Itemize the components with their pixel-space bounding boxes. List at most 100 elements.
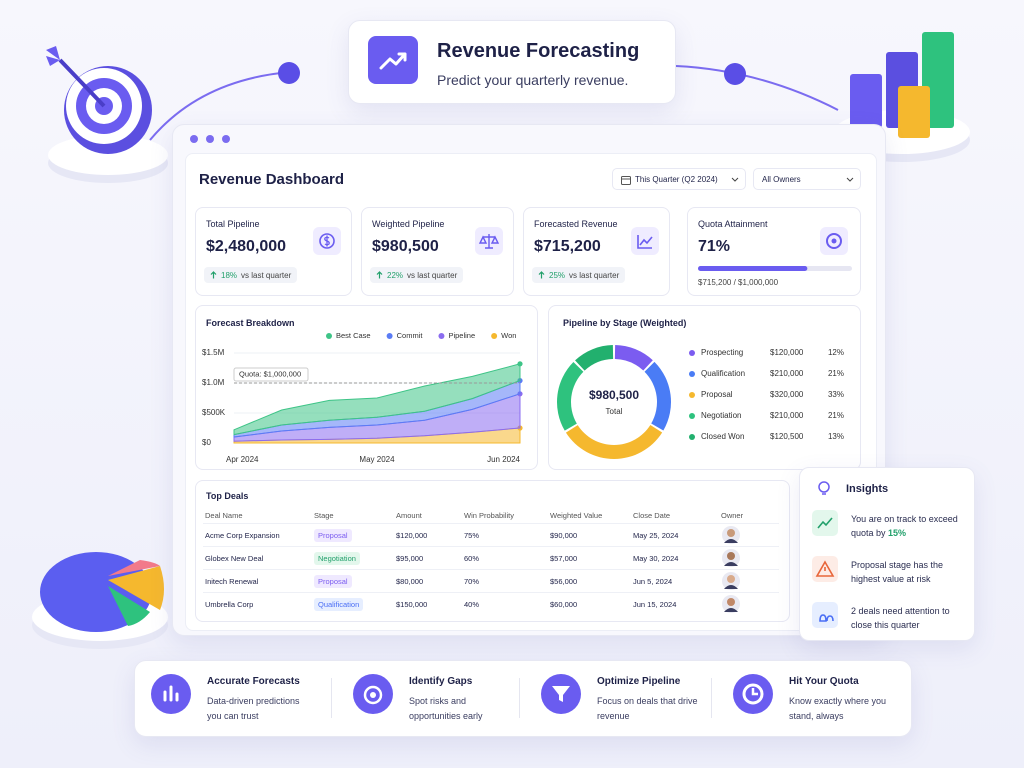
avatar-body (724, 562, 738, 566)
cell: $90,000 (550, 531, 578, 540)
arrow-shape (538, 271, 545, 279)
legend-value: $210,000 (770, 411, 804, 420)
insight-body: You are on track to exceed quota by (851, 514, 958, 538)
legend-swatch (689, 434, 695, 440)
donut-segment (565, 424, 663, 459)
icon-shape (819, 614, 834, 622)
up-arrow (376, 271, 383, 279)
up-arrow (210, 271, 217, 279)
legend-label: Qualification (701, 369, 745, 378)
cell: May 25, 2024 (633, 531, 679, 540)
chevron (731, 177, 739, 182)
filter-owner[interactable]: All Owners (753, 168, 861, 190)
dashboard-title: Revenue Dashboard (199, 171, 345, 188)
y-tick-label: $1.0M (202, 378, 225, 387)
change-value: 22% (387, 270, 404, 280)
donut-segment (575, 345, 614, 371)
column-header: Stage (314, 511, 334, 520)
forecast-chart: $0 $500K $1.0M $1.5M Apr 2024 May 2024 Jun 202… (202, 331, 523, 464)
cell: $150,000 (396, 600, 428, 609)
feature-divider (331, 678, 332, 718)
kpi-label: Weighted Pipeline (372, 219, 445, 229)
kpi-note: $715,200 / $1,000,000 (698, 278, 779, 287)
cell: 40% (464, 600, 480, 609)
insight-text: You are on track to exceed quota by 15% (851, 512, 963, 540)
change-value: 25% (549, 270, 566, 280)
cell: Globex New Deal (205, 554, 264, 563)
change-note: vs last quarter (407, 270, 458, 280)
quota-label: Quota: $1,000,000 (239, 369, 301, 378)
bar-deco (898, 86, 930, 138)
header-title: Revenue Forecasting (437, 40, 640, 62)
legend-percent: 12% (828, 348, 844, 357)
feature-title: Accurate Forecasts (207, 676, 300, 687)
change-note: vs last quarter (241, 270, 292, 280)
icon-shape (324, 235, 330, 247)
insight-body: Proposal stage has the highest value at … (851, 560, 944, 584)
feature-title: Identify Gaps (409, 676, 473, 687)
feature-text: Know exactly where you stand, always (789, 696, 887, 721)
change-note: vs last quarter (569, 270, 620, 280)
legend-label: Proposal (701, 390, 733, 399)
filter-period[interactable]: This Quarter (Q2 2024) (612, 168, 746, 190)
card-title: Pipeline by Stage (Weighted) (563, 318, 687, 328)
pie-deco (108, 586, 150, 626)
kpi-card: Weighted Pipeline $980,500 22% vs last quar… (361, 207, 514, 296)
legend-swatch (386, 333, 393, 339)
x-tick-label: Apr 2024 (226, 455, 259, 464)
up-arrow (538, 271, 545, 279)
column-header: Amount (396, 511, 422, 520)
filter-label: This Quarter (Q2 2024) (635, 175, 718, 184)
node (278, 62, 300, 84)
legend-percent: 33% (828, 390, 844, 399)
feature-text: Spot risks and opportunities early (409, 696, 483, 721)
avatar-body (724, 585, 738, 589)
insight-text: 2 deals need attention to close this qua… (851, 604, 963, 632)
column-header: Close Date (633, 511, 671, 520)
feature-icon (733, 674, 773, 714)
window-dots (190, 135, 230, 143)
legend-swatch (689, 413, 695, 419)
legend-value: $320,000 (770, 390, 804, 399)
legend-value: $120,000 (770, 348, 804, 357)
legend-label: Won (501, 331, 516, 340)
icon-shape (751, 688, 758, 696)
kpi-value: 71% (698, 238, 731, 255)
owner-avatar (722, 526, 740, 544)
row-divider (203, 569, 779, 570)
pie-deco (108, 566, 164, 610)
donut-segment (557, 361, 584, 431)
icon-shape (742, 683, 764, 705)
pedestal (48, 135, 168, 175)
kpi-label: Forecasted Revenue (534, 219, 618, 229)
arrow-shape (376, 271, 383, 279)
icon-shape (478, 234, 500, 249)
header-icon (368, 36, 418, 84)
icon-shape (552, 686, 570, 702)
column-header: Win Probability (464, 511, 515, 520)
legend-swatch (689, 392, 695, 398)
legend-label: Commit (397, 331, 424, 340)
pipeline-card: Pipeline by Stage (Weighted) (548, 305, 861, 470)
feature-title: Optimize Pipeline (597, 676, 681, 687)
arrow (46, 46, 60, 66)
donut-segment (644, 361, 671, 431)
card-title: Top Deals (206, 491, 249, 501)
connector (675, 65, 839, 111)
arrow (58, 58, 106, 108)
y-tick-label: $0 (202, 438, 211, 447)
kpi-icon (313, 227, 341, 255)
row-divider (203, 523, 779, 524)
stage-pill: Proposal (314, 529, 352, 542)
header-card: Revenue Forecasting Predict your quarter… (348, 20, 676, 104)
legend-percent: 21% (828, 411, 844, 420)
bar-deco (850, 74, 882, 128)
icon-shape (637, 235, 653, 249)
owner-avatar (722, 595, 740, 613)
feature-icon (541, 674, 581, 714)
cell: $56,000 (550, 577, 578, 586)
feature-icon (151, 674, 191, 714)
icon-shape (363, 685, 383, 705)
cell: 75% (464, 531, 480, 540)
legend-label: Closed Won (701, 432, 744, 441)
